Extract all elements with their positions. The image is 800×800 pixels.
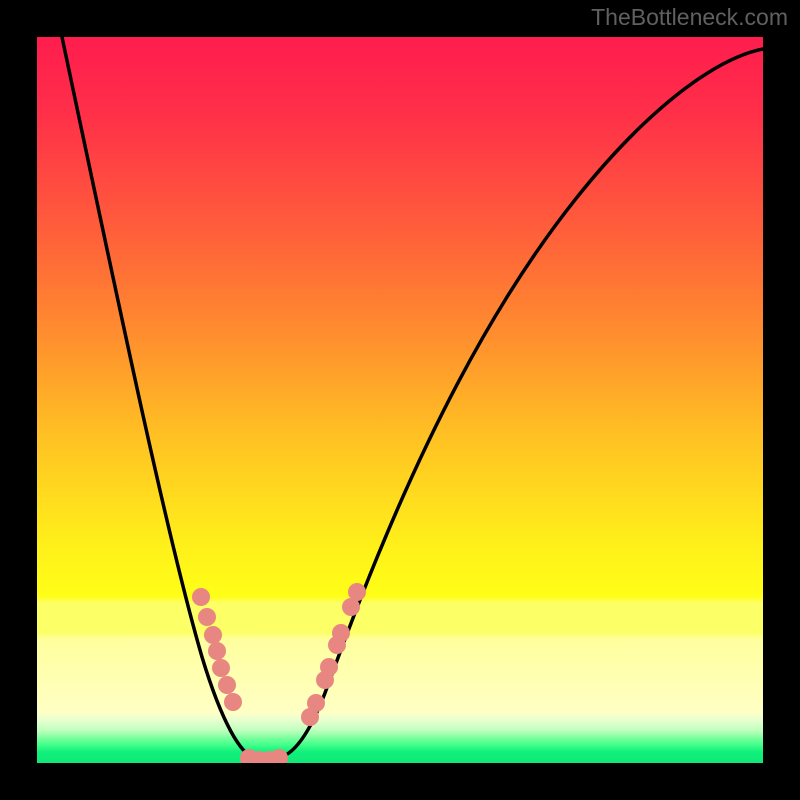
- data-point: [198, 608, 216, 626]
- data-point: [192, 588, 210, 606]
- data-point: [307, 694, 325, 712]
- chart-frame: TheBottleneck.com: [0, 0, 800, 800]
- data-point: [224, 693, 242, 711]
- data-point: [332, 624, 350, 642]
- watermark-text: TheBottleneck.com: [591, 4, 788, 31]
- bottleneck-chart: [37, 37, 763, 763]
- data-point: [212, 659, 230, 677]
- data-point: [348, 583, 366, 601]
- chart-background: [37, 37, 763, 763]
- data-point: [218, 676, 236, 694]
- data-point: [320, 658, 338, 676]
- data-point: [204, 626, 222, 644]
- data-point: [208, 642, 226, 660]
